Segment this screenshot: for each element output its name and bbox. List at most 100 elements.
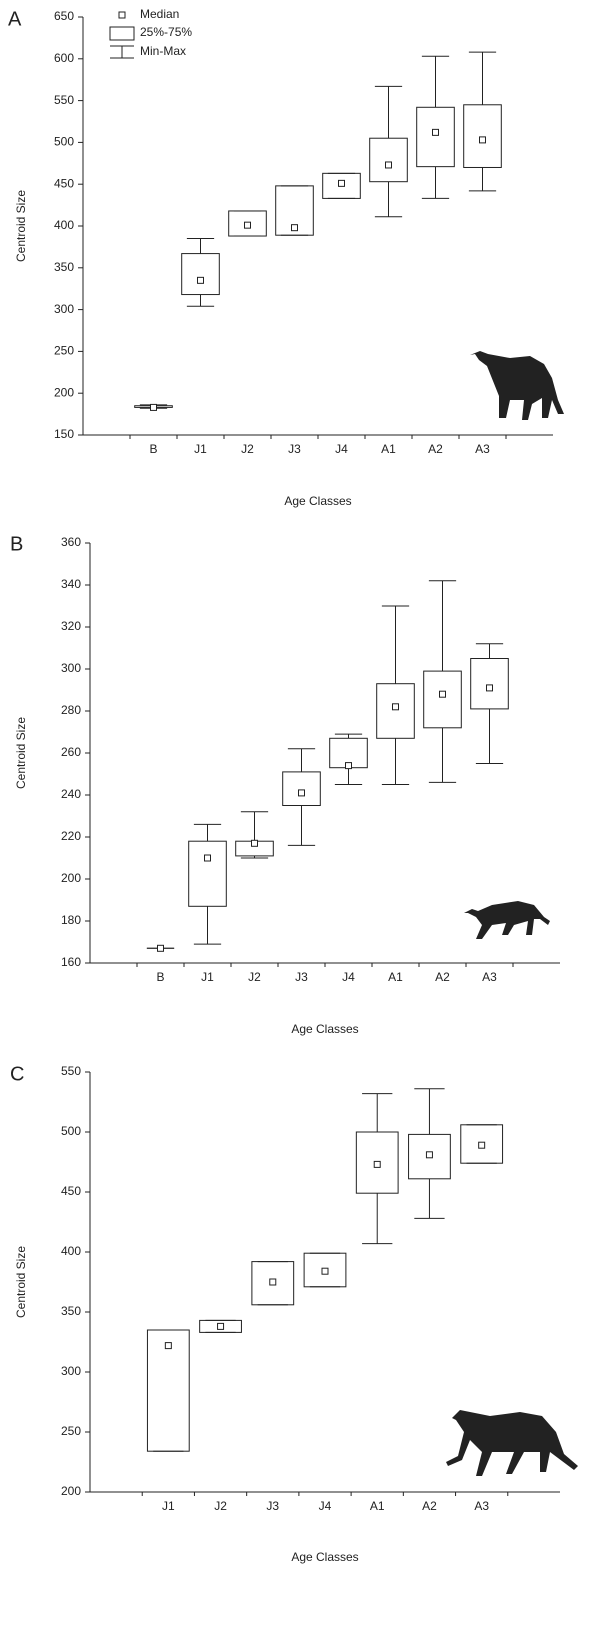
x-tick-label: J3	[266, 1499, 279, 1513]
y-tick-label: 350	[54, 260, 74, 274]
y-tick-label: 450	[61, 1184, 81, 1198]
y-tick-label: 200	[61, 1484, 81, 1498]
box	[282, 771, 321, 807]
y-tick-label: 300	[61, 661, 81, 675]
box	[275, 185, 314, 236]
y-tick-label: 280	[61, 703, 81, 717]
x-tick-label: J2	[241, 442, 254, 456]
median	[478, 1141, 486, 1149]
y-tick-label: 360	[61, 535, 81, 549]
median	[244, 221, 251, 229]
y-tick-label: 240	[61, 787, 81, 801]
x-tick-label: A1	[388, 970, 403, 984]
y-tick-label: 550	[54, 93, 74, 107]
x-axis-label: Age Classes	[291, 1022, 358, 1036]
x-tick-label: A1	[381, 442, 396, 456]
x-tick-label: J1	[162, 1499, 175, 1513]
median	[164, 1342, 172, 1350]
y-axis-label: Centroid Size	[14, 190, 28, 262]
x-tick-label: J3	[295, 970, 308, 984]
y-tick-label: 220	[61, 829, 81, 843]
x-tick-label: A2	[422, 1499, 437, 1513]
y-tick-label: 320	[61, 619, 81, 633]
box	[423, 670, 462, 729]
median	[425, 1151, 433, 1159]
panel-label: A	[8, 8, 22, 30]
y-tick-label: 400	[61, 1244, 81, 1258]
x-tick-label: A3	[474, 1499, 489, 1513]
cougar-silhouette	[470, 351, 564, 420]
y-tick-label: 150	[54, 427, 74, 441]
x-tick-label: J1	[194, 442, 207, 456]
y-tick-label: 200	[61, 871, 81, 885]
median	[197, 276, 204, 284]
y-tick-label: 350	[61, 1304, 81, 1318]
x-tick-label: J2	[248, 970, 261, 984]
x-tick-label: B	[149, 442, 157, 456]
panel-label: B	[10, 533, 23, 555]
median	[486, 684, 493, 692]
median	[157, 944, 164, 952]
y-tick-label: 400	[54, 218, 74, 232]
x-tick-label: J4	[319, 1499, 332, 1513]
x-tick-label: J3	[288, 442, 301, 456]
median	[439, 690, 446, 698]
y-tick-label: 250	[61, 1424, 81, 1438]
median	[269, 1278, 277, 1286]
box	[416, 106, 455, 168]
legend-median-icon	[118, 11, 126, 19]
box	[228, 210, 267, 237]
x-axis-label: Age Classes	[284, 494, 351, 508]
median	[204, 854, 211, 862]
y-tick-label: 550	[61, 1064, 81, 1078]
median	[291, 224, 298, 232]
x-tick-label: J1	[201, 970, 214, 984]
y-tick-label: 340	[61, 577, 81, 591]
x-tick-label: J4	[342, 970, 355, 984]
box	[199, 1319, 242, 1333]
x-tick-label: A3	[475, 442, 490, 456]
x-tick-label: J2	[214, 1499, 227, 1513]
median	[432, 128, 439, 136]
y-tick-label: 260	[61, 745, 81, 759]
median	[217, 1322, 225, 1330]
x-tick-label: B	[156, 970, 164, 984]
y-tick-label: 160	[61, 955, 81, 969]
cheetah-silhouette	[446, 1410, 578, 1476]
puma-silhouette	[464, 901, 550, 939]
box	[369, 137, 408, 183]
box	[355, 1131, 399, 1194]
x-tick-label: A1	[370, 1499, 385, 1513]
median	[373, 1160, 381, 1168]
y-axis-label: Centroid Size	[14, 1246, 28, 1318]
y-tick-label: 650	[54, 9, 74, 23]
median	[392, 703, 399, 711]
legend-box-icon	[109, 26, 135, 41]
box	[460, 1124, 504, 1164]
y-tick-label: 180	[61, 913, 81, 927]
y-tick-label: 200	[54, 385, 74, 399]
box	[251, 1261, 295, 1306]
box	[188, 840, 227, 907]
legend-label: Min-Max	[140, 44, 186, 58]
y-tick-label: 450	[54, 176, 74, 190]
box	[181, 253, 220, 296]
median	[321, 1267, 329, 1275]
median	[338, 179, 345, 187]
box	[463, 104, 502, 168]
y-tick-label: 300	[61, 1364, 81, 1378]
box	[322, 172, 361, 199]
y-tick-label: 500	[54, 135, 74, 149]
box	[376, 683, 415, 739]
median	[345, 762, 352, 770]
median	[385, 161, 392, 169]
x-tick-label: A3	[482, 970, 497, 984]
x-tick-label: A2	[435, 970, 450, 984]
y-tick-label: 250	[54, 344, 74, 358]
x-axis-label: Age Classes	[291, 1550, 358, 1564]
x-tick-label: A2	[428, 442, 443, 456]
y-tick-label: 300	[54, 302, 74, 316]
box	[146, 1329, 190, 1452]
x-tick-label: J4	[335, 442, 348, 456]
